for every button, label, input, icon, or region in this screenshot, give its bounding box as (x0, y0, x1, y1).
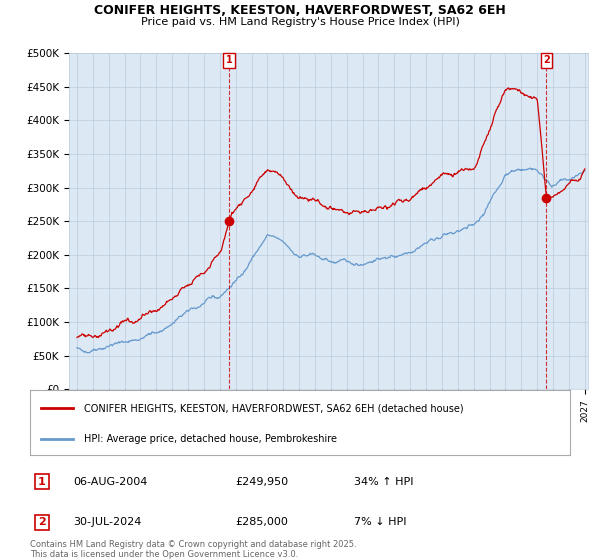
Text: 1: 1 (226, 55, 233, 65)
Text: 2: 2 (38, 517, 46, 528)
Text: CONIFER HEIGHTS, KEESTON, HAVERFORDWEST, SA62 6EH (detached house): CONIFER HEIGHTS, KEESTON, HAVERFORDWEST,… (84, 403, 464, 413)
Text: 34% ↑ HPI: 34% ↑ HPI (354, 477, 413, 487)
Text: 06-AUG-2004: 06-AUG-2004 (73, 477, 148, 487)
Text: 2: 2 (543, 55, 550, 65)
Text: CONIFER HEIGHTS, KEESTON, HAVERFORDWEST, SA62 6EH: CONIFER HEIGHTS, KEESTON, HAVERFORDWEST,… (94, 4, 506, 17)
Text: Contains HM Land Registry data © Crown copyright and database right 2025.
This d: Contains HM Land Registry data © Crown c… (30, 540, 356, 559)
Text: £249,950: £249,950 (235, 477, 289, 487)
Text: £285,000: £285,000 (235, 517, 288, 528)
Text: 7% ↓ HPI: 7% ↓ HPI (354, 517, 407, 528)
Text: 1: 1 (38, 477, 46, 487)
Text: HPI: Average price, detached house, Pembrokeshire: HPI: Average price, detached house, Pemb… (84, 434, 337, 444)
Text: 30-JUL-2024: 30-JUL-2024 (73, 517, 142, 528)
Text: Price paid vs. HM Land Registry's House Price Index (HPI): Price paid vs. HM Land Registry's House … (140, 17, 460, 27)
